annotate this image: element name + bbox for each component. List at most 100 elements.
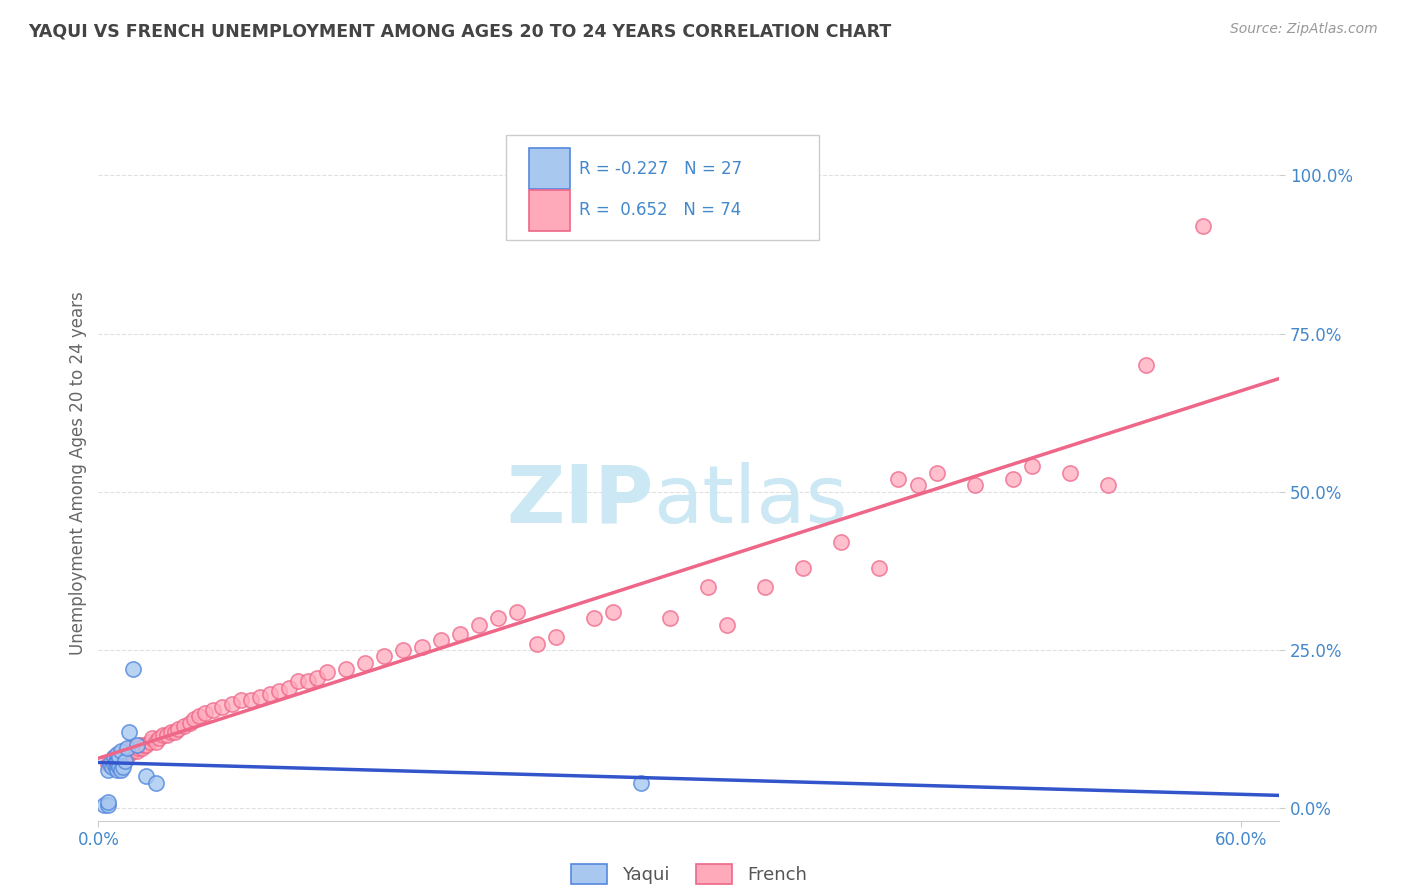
Text: R =  0.652   N = 74: R = 0.652 N = 74: [579, 202, 741, 219]
Point: [93, 797, 115, 812]
Point: [907, 478, 929, 492]
Point: [249, 690, 271, 705]
Point: [110, 763, 132, 777]
Text: YAQUI VS FRENCH UNEMPLOYMENT AMONG AGES 20 TO 24 YEARS CORRELATION CHART: YAQUI VS FRENCH UNEMPLOYMENT AMONG AGES …: [28, 22, 891, 40]
Point: [110, 744, 132, 758]
FancyBboxPatch shape: [530, 148, 569, 189]
Point: [98, 756, 121, 771]
Point: [183, 713, 205, 727]
Point: [925, 466, 948, 480]
Point: [118, 747, 141, 762]
Point: [297, 674, 319, 689]
Point: [1097, 478, 1119, 492]
Point: [107, 763, 129, 777]
Text: ZIP: ZIP: [506, 461, 654, 540]
Point: [316, 665, 339, 679]
Point: [963, 478, 986, 492]
Point: [373, 649, 395, 664]
Point: [103, 756, 125, 771]
Point: [1059, 466, 1081, 480]
Point: [697, 580, 720, 594]
Point: [173, 719, 195, 733]
Point: [156, 728, 179, 742]
Point: [139, 734, 162, 748]
Point: [582, 611, 605, 625]
Point: [121, 744, 143, 758]
Point: [1135, 358, 1157, 372]
Point: [97, 795, 120, 809]
Point: [118, 725, 141, 739]
FancyBboxPatch shape: [506, 136, 818, 240]
Point: [211, 699, 233, 714]
Y-axis label: Unemployment Among Ages 20 to 24 years: Unemployment Among Ages 20 to 24 years: [69, 291, 87, 655]
Point: [392, 643, 415, 657]
Point: [107, 754, 129, 768]
Point: [259, 687, 281, 701]
Point: [135, 769, 157, 783]
Point: [430, 633, 453, 648]
Point: [1021, 459, 1043, 474]
Point: [307, 671, 329, 685]
Point: [145, 734, 167, 748]
Point: [163, 725, 186, 739]
Point: [100, 760, 122, 774]
Point: [335, 662, 357, 676]
Point: [167, 722, 190, 736]
Point: [148, 731, 170, 746]
Point: [104, 760, 127, 774]
Point: [134, 738, 156, 752]
FancyBboxPatch shape: [530, 190, 569, 231]
Point: [716, 617, 738, 632]
Point: [115, 740, 138, 755]
Point: [868, 560, 890, 574]
Point: [354, 656, 377, 670]
Point: [239, 693, 262, 707]
Point: [887, 472, 910, 486]
Point: [127, 740, 149, 755]
Point: [152, 728, 174, 742]
Point: [107, 750, 129, 764]
Point: [120, 740, 142, 755]
Point: [121, 662, 143, 676]
Point: [104, 754, 127, 768]
Point: [269, 684, 291, 698]
Point: [468, 617, 491, 632]
Point: [544, 630, 567, 644]
Point: [112, 760, 135, 774]
Point: [141, 731, 163, 746]
Point: [201, 703, 224, 717]
Text: R = -0.227   N = 27: R = -0.227 N = 27: [579, 160, 742, 178]
Point: [125, 744, 148, 758]
Point: [115, 744, 138, 758]
Point: [97, 756, 120, 771]
Point: [97, 763, 120, 777]
Text: Source: ZipAtlas.com: Source: ZipAtlas.com: [1230, 22, 1378, 37]
Point: [658, 611, 681, 625]
Point: [108, 750, 131, 764]
Point: [114, 754, 136, 768]
Point: [411, 640, 433, 654]
Point: [1192, 219, 1215, 233]
Point: [103, 750, 125, 764]
Point: [108, 760, 131, 774]
Point: [602, 605, 624, 619]
Point: [145, 775, 167, 789]
Point: [287, 674, 309, 689]
Point: [221, 697, 243, 711]
Point: [792, 560, 814, 574]
Point: [188, 709, 211, 723]
Point: [125, 738, 148, 752]
Point: [97, 797, 120, 812]
Legend: Yaqui, French: Yaqui, French: [564, 856, 814, 892]
Point: [110, 754, 132, 768]
Point: [830, 535, 852, 549]
Point: [107, 756, 129, 771]
Point: [231, 693, 253, 707]
Point: [488, 611, 510, 625]
Point: [526, 636, 548, 650]
Point: [112, 747, 135, 762]
Point: [135, 738, 157, 752]
Point: [277, 681, 299, 695]
Point: [131, 740, 153, 755]
Point: [179, 715, 201, 730]
